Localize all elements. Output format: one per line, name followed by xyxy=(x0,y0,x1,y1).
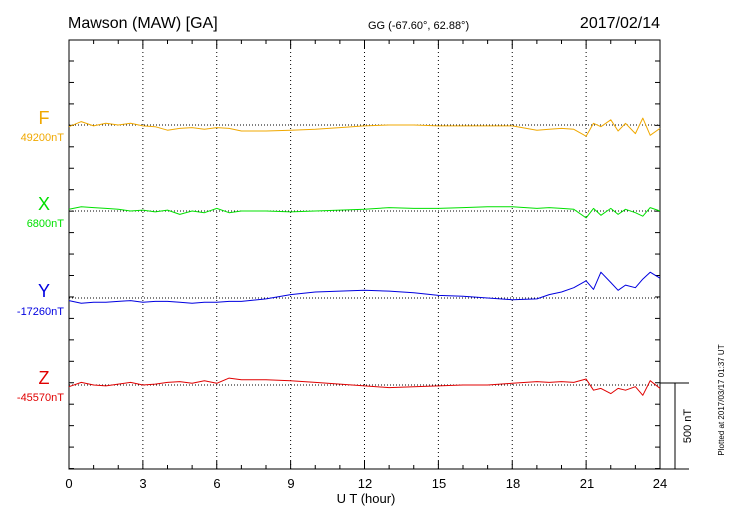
baseline-label-x: 6800nT xyxy=(27,218,65,230)
series-label-y: Y xyxy=(38,281,50,301)
series-line-f xyxy=(68,117,661,137)
x-tick-label: 0 xyxy=(65,476,72,491)
tick-layer xyxy=(68,40,661,470)
scale-bar-label: 500 nT xyxy=(682,409,694,444)
baseline-layer xyxy=(69,124,660,386)
x-tick-label: 12 xyxy=(358,476,372,491)
baseline-label-z: -45570nT xyxy=(17,392,64,404)
x-tick-label: 24 xyxy=(653,476,667,491)
x-axis-title: U T (hour) xyxy=(337,491,396,506)
grid-layer xyxy=(142,40,587,469)
series-label-z: Z xyxy=(39,368,50,388)
x-tick-label: 6 xyxy=(213,476,220,491)
station-coordinates: GG (-67.60°, 62.88°) xyxy=(368,20,469,32)
series-line-x xyxy=(68,206,661,219)
baseline-label-y: -17260nT xyxy=(17,306,64,318)
x-tick-label: 21 xyxy=(580,476,594,491)
series-label-f: F xyxy=(39,108,50,128)
x-tick-label: 18 xyxy=(506,476,520,491)
x-tick-label: 3 xyxy=(139,476,146,491)
series-label-x: X xyxy=(38,194,50,214)
plotted-timestamp: Plotted at 2017/03/17 01:37 UT xyxy=(717,344,726,455)
plot-date: 2017/02/14 xyxy=(580,15,660,32)
series-line-y xyxy=(68,271,661,304)
series-layer xyxy=(68,117,661,396)
x-tick-label: 15 xyxy=(432,476,446,491)
scale-bar: 500 nT xyxy=(660,382,694,470)
station-title: Mawson (MAW) [GA] xyxy=(68,15,218,32)
x-tick-label: 9 xyxy=(287,476,294,491)
baseline-label-f: 49200nT xyxy=(21,132,65,144)
series-line-z xyxy=(68,377,661,396)
